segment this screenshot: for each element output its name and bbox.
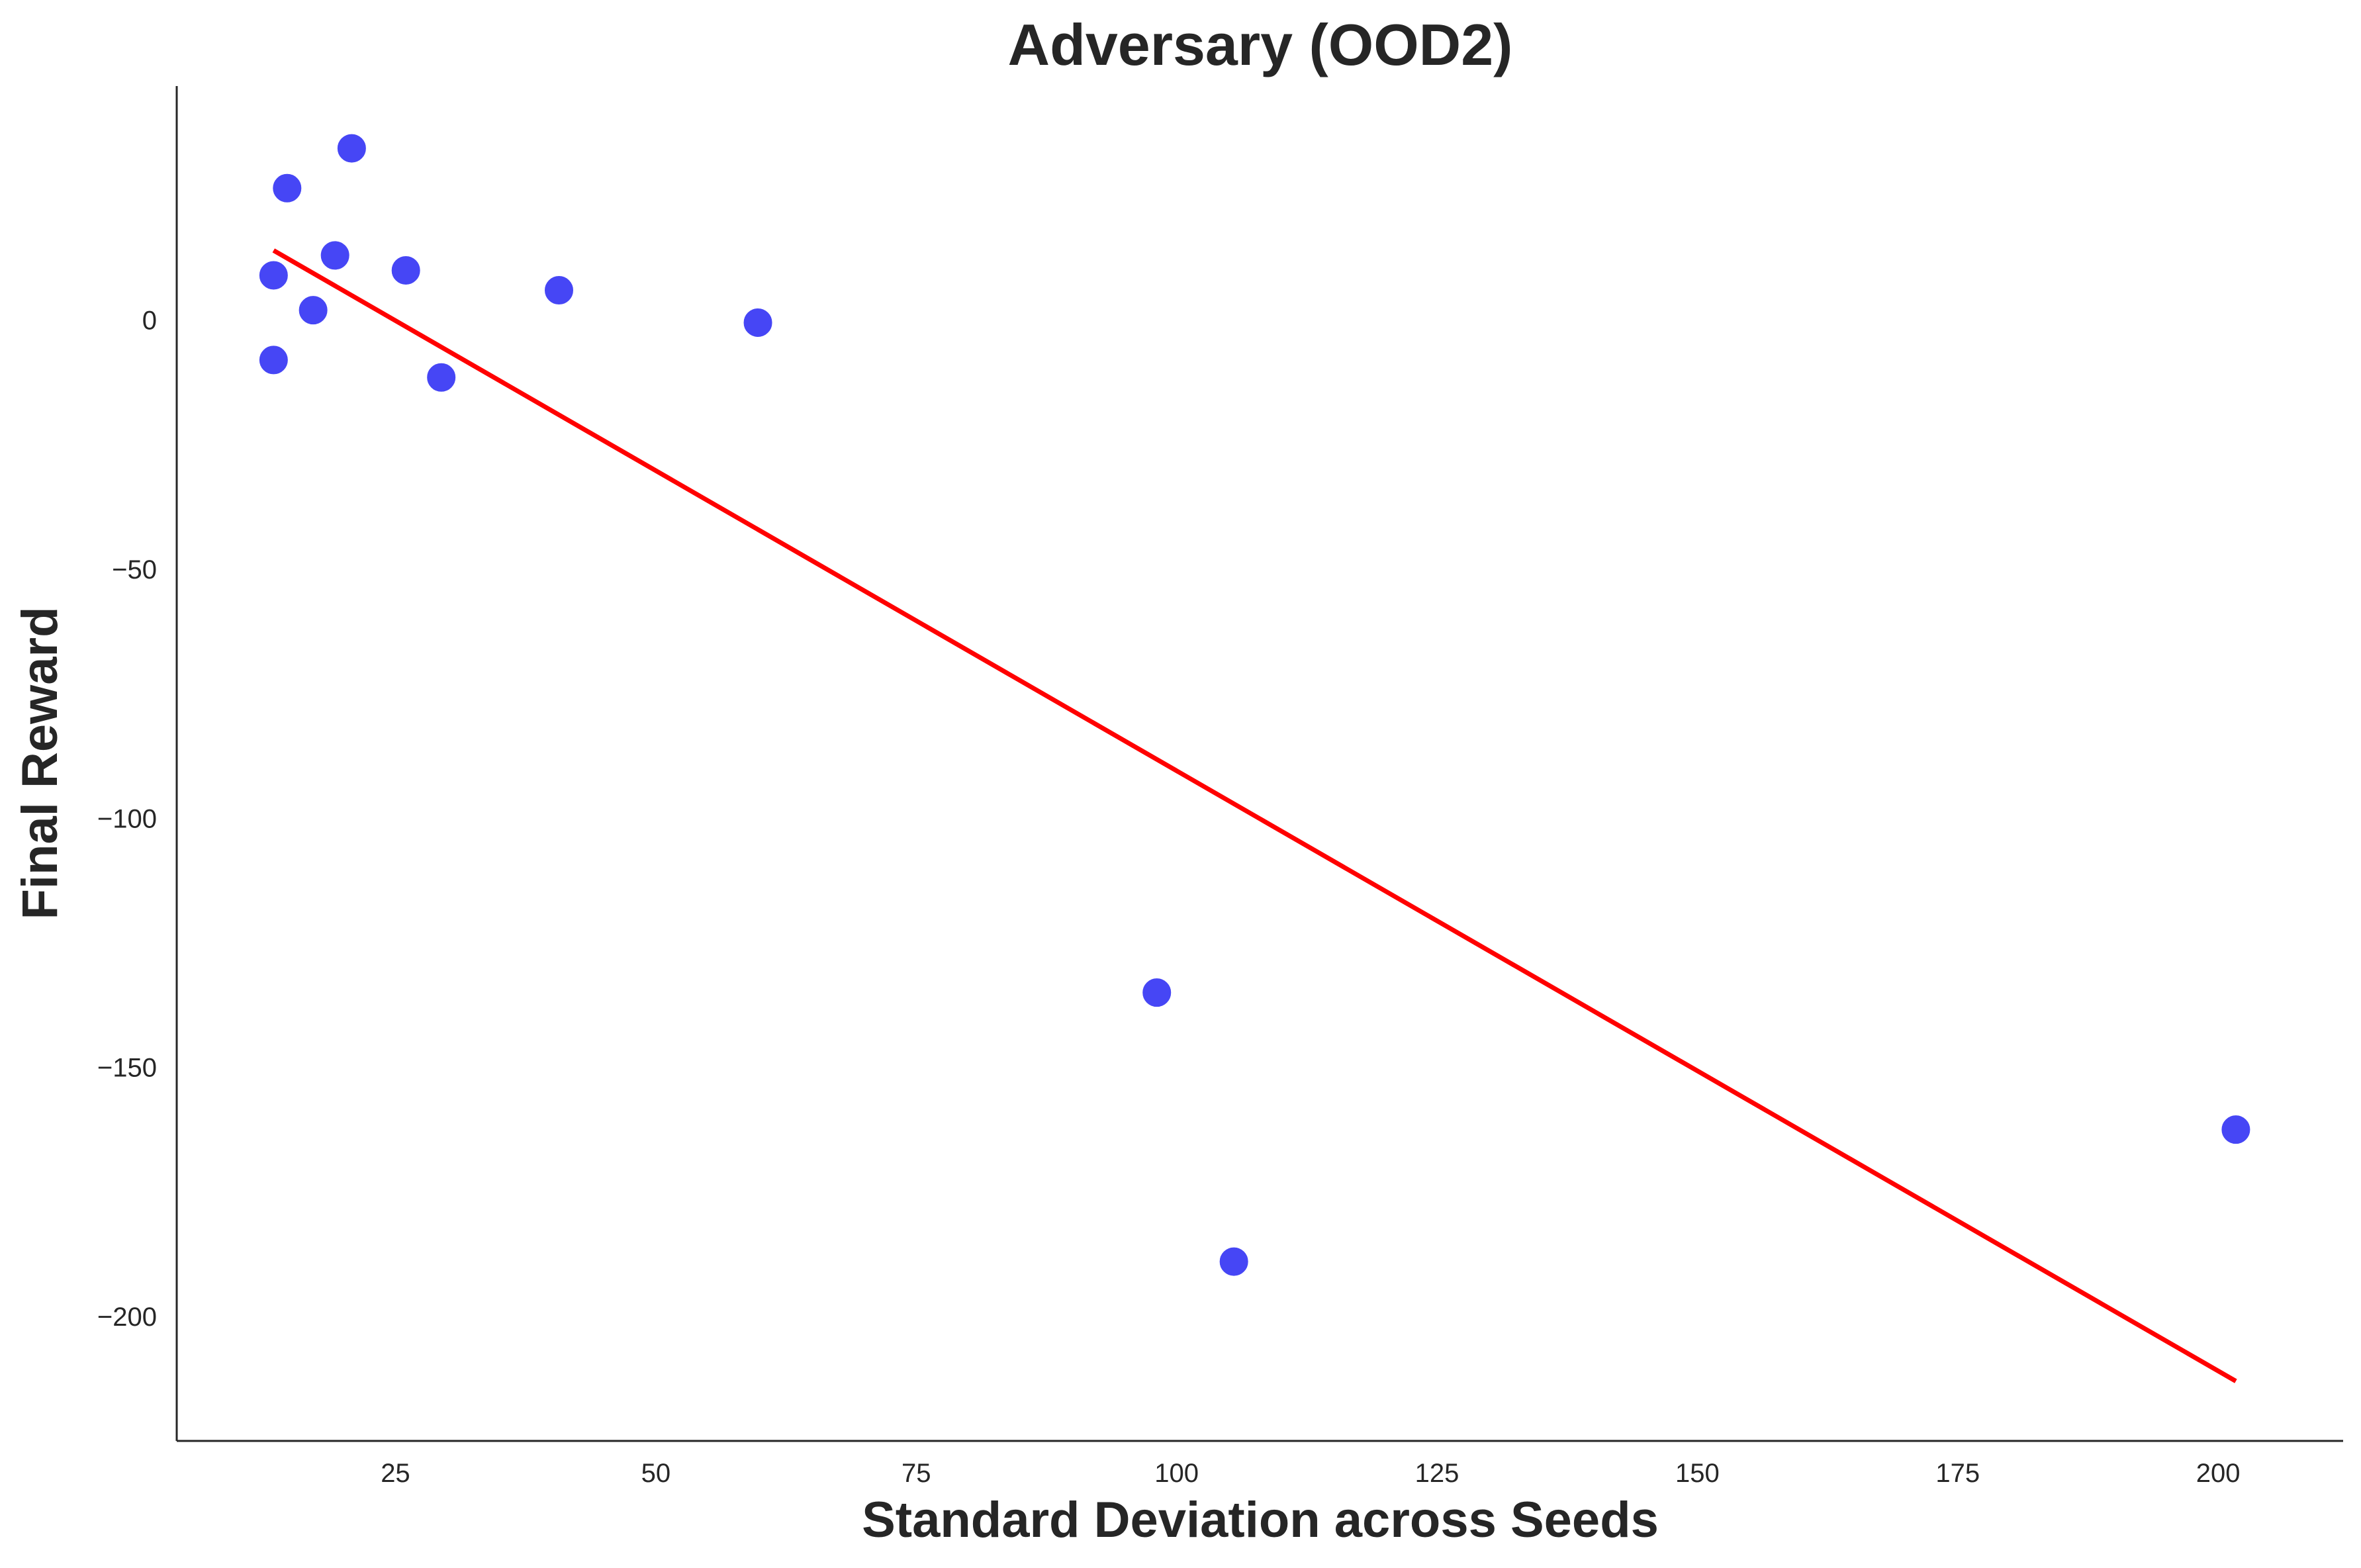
chart-title: Adversary (OOD2) xyxy=(1008,12,1513,77)
data-point xyxy=(542,274,575,307)
data-point xyxy=(1217,1245,1250,1278)
x-tick-label: 75 xyxy=(902,1459,931,1488)
x-tick-label: 175 xyxy=(1935,1459,1980,1488)
x-tick-label: 50 xyxy=(641,1459,671,1488)
y-tick-label: −200 xyxy=(97,1303,157,1332)
regression-line xyxy=(272,248,2237,1383)
x-axis-ticks: 25 50 75 100 125 150 175 200 xyxy=(381,1459,2240,1488)
data-point xyxy=(318,239,351,272)
y-tick-label: 0 xyxy=(142,306,157,336)
data-point xyxy=(257,344,290,377)
data-point xyxy=(1140,976,1174,1009)
data-point xyxy=(297,294,330,327)
data-point xyxy=(335,132,368,165)
data-point xyxy=(257,259,290,292)
y-tick-label: −150 xyxy=(97,1054,157,1083)
data-point xyxy=(389,254,422,287)
x-tick-label: 25 xyxy=(381,1459,410,1488)
x-tick-label: 200 xyxy=(2196,1459,2241,1488)
y-tick-label: −50 xyxy=(112,555,157,584)
y-tick-label: −100 xyxy=(97,804,157,833)
data-point xyxy=(741,306,774,339)
x-tick-label: 100 xyxy=(1154,1459,1199,1488)
plot-area xyxy=(257,132,2252,1383)
y-axis-ticks: 0 −50 −100 −150 −200 xyxy=(97,306,157,1332)
y-axis-label: Final Reward xyxy=(12,607,68,920)
data-point xyxy=(2219,1113,2252,1146)
data-point xyxy=(425,361,458,394)
x-tick-label: 150 xyxy=(1675,1459,1720,1488)
x-axis-label: Standard Deviation across Seeds xyxy=(862,1492,1659,1548)
data-point xyxy=(271,171,304,205)
x-tick-label: 125 xyxy=(1415,1459,1459,1488)
